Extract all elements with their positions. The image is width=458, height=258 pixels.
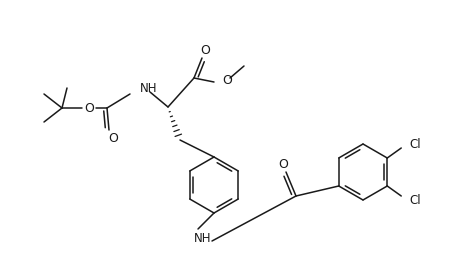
Text: O: O [200,44,210,58]
Text: O: O [108,132,118,144]
Text: O: O [278,157,288,171]
Text: Cl: Cl [409,138,421,150]
Text: NH: NH [140,83,158,95]
Text: O: O [222,75,232,87]
Text: O: O [84,102,94,116]
Text: Cl: Cl [409,194,421,206]
Text: NH: NH [194,231,212,245]
